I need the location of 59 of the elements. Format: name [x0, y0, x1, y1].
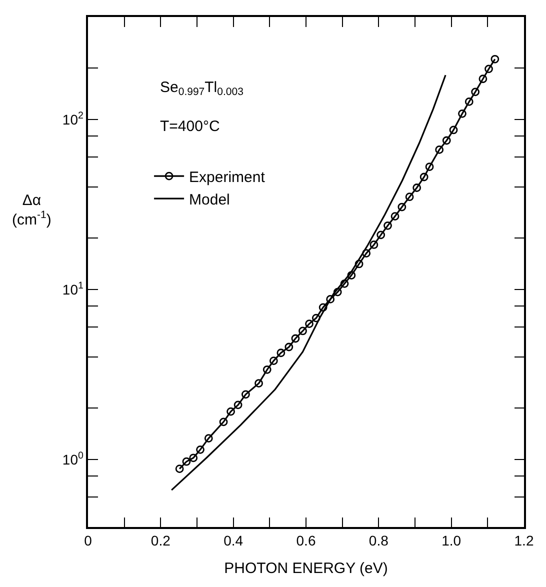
- x-tick-label: 1.0: [442, 532, 462, 549]
- point: [182, 457, 191, 466]
- point: [405, 192, 414, 202]
- point: [490, 54, 500, 64]
- point: [376, 230, 386, 240]
- point: [312, 314, 320, 322]
- point: [318, 303, 328, 312]
- point: [471, 88, 480, 96]
- legend-label: Experiment: [189, 168, 266, 186]
- y-tick-label: 10$^{2}$: [62, 110, 84, 128]
- x-tick-label: 1.2: [514, 532, 534, 549]
- point: [425, 162, 434, 171]
- x-tick-label: 0.4: [224, 532, 244, 549]
- point: [354, 260, 364, 268]
- point: [478, 74, 488, 84]
- x-axis-title: PHOTON ENERGY (eV): [224, 560, 388, 578]
- point: [458, 109, 466, 118]
- x-tick-label: 0.2: [150, 532, 171, 549]
- point: [326, 295, 335, 304]
- x-tick-label: 0.8: [368, 532, 389, 549]
- annotation: T=400°C: [160, 118, 220, 135]
- point: [298, 326, 307, 336]
- point: [196, 445, 204, 454]
- point: [276, 348, 286, 358]
- point: [435, 145, 444, 154]
- point: [204, 434, 213, 442]
- point: [384, 221, 392, 230]
- point: [241, 390, 250, 399]
- point: [464, 98, 474, 106]
- point: [442, 136, 451, 145]
- point: [254, 379, 263, 388]
- point: [420, 172, 428, 182]
- point: [398, 202, 406, 212]
- point: [305, 320, 314, 328]
- point: [284, 342, 294, 352]
- x-tick-label: 0.6: [296, 532, 316, 549]
- y-tick-label: 10$^{1}$: [62, 280, 84, 298]
- annotation: Se$_{0.997}$Tl$_{0.003}$: [160, 79, 244, 98]
- y-axis-title: Δα (cm$^{-1}$): [12, 192, 52, 228]
- point: [449, 126, 458, 134]
- point: [333, 288, 342, 296]
- point: [226, 407, 235, 416]
- point: [262, 365, 272, 374]
- y-tick-label: 10$^{0}$: [62, 450, 84, 468]
- point: [370, 240, 378, 249]
- point: [219, 418, 228, 426]
- point: [269, 356, 278, 365]
- point: [412, 184, 422, 192]
- legend-label: Model: [189, 191, 230, 208]
- point: [291, 334, 300, 343]
- x-tick-label: 0: [84, 532, 92, 549]
- point: [175, 464, 184, 473]
- point: [340, 279, 349, 288]
- point: [362, 249, 371, 258]
- point: [234, 400, 242, 410]
- point: [390, 212, 400, 220]
- point: [347, 271, 356, 280]
- point: [484, 64, 493, 74]
- point: [189, 454, 198, 462]
